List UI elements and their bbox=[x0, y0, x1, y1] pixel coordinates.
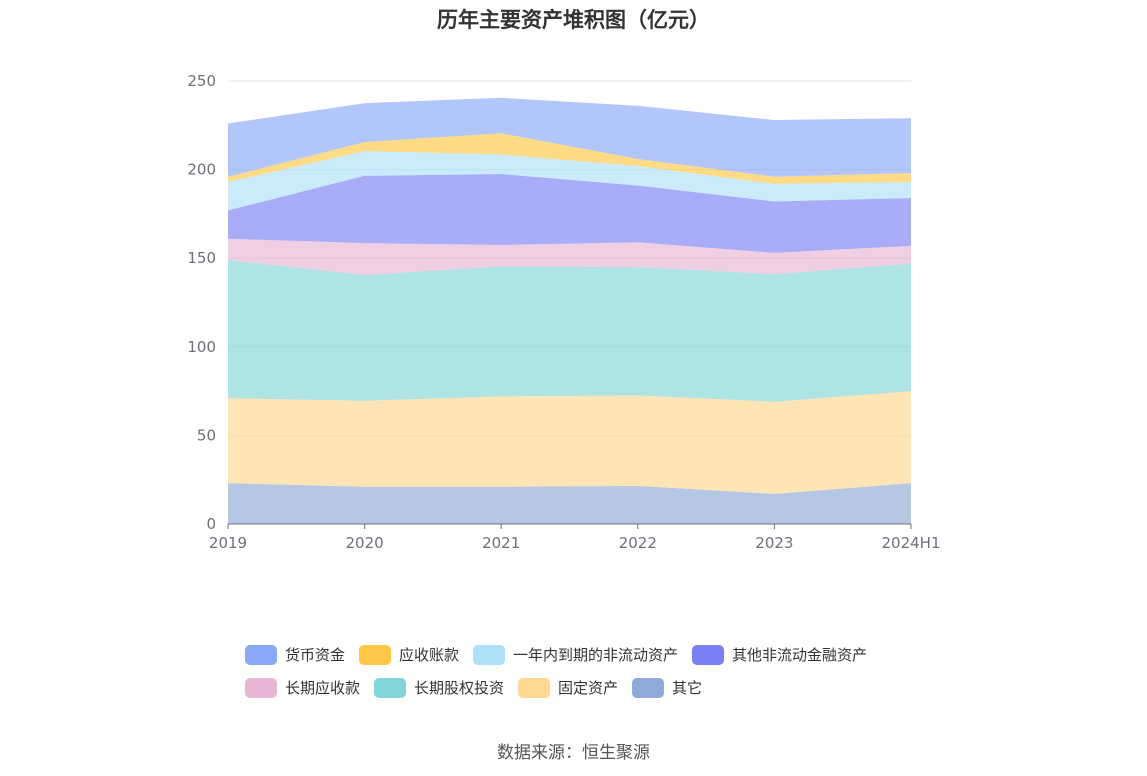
chart-title: 历年主要资产堆积图（亿元） bbox=[437, 8, 710, 32]
x-tick-label: 2021 bbox=[482, 534, 520, 552]
legend-item[interactable]: 货币资金 bbox=[245, 644, 345, 665]
legend-swatch bbox=[632, 677, 665, 698]
area-series bbox=[228, 238, 911, 275]
y-tick-label: 0 bbox=[206, 515, 216, 533]
data-source-note: 数据来源：恒生聚源 bbox=[497, 743, 650, 763]
y-tick-label: 150 bbox=[187, 249, 216, 267]
area-series bbox=[228, 483, 911, 524]
legend-swatch bbox=[692, 644, 725, 665]
legend-swatch bbox=[518, 677, 551, 698]
legend-label: 其它 bbox=[672, 679, 703, 697]
stacked-area-chart: 0 50 100 150 200 250 2019 2020 2021 2022 2023 2024H… bbox=[187, 72, 940, 552]
legend-label: 长期应收款 bbox=[285, 679, 361, 697]
legend-label: 固定资产 bbox=[558, 679, 619, 697]
legend-item[interactable]: 长期股权投资 bbox=[374, 677, 504, 698]
axis-layer: 0 50 100 150 200 250 2019 2020 2021 2022 2023 2024H… bbox=[187, 72, 940, 552]
legend-item[interactable]: 长期应收款 bbox=[245, 677, 360, 698]
legend: 货币资金 应收账款 一年内到期的非流动资产 其他非流动金融资产 长期应收款 长期股权投资… bbox=[245, 638, 945, 704]
legend-item[interactable]: 应收账款 bbox=[359, 644, 459, 665]
y-tick-label: 250 bbox=[187, 72, 216, 90]
legend-label: 长期股权投资 bbox=[414, 679, 505, 697]
x-tick-label: 2022 bbox=[619, 534, 657, 552]
y-tick-label: 100 bbox=[187, 338, 216, 356]
legend-item[interactable]: 一年内到期的非流动资产 bbox=[473, 644, 678, 665]
legend-swatch bbox=[473, 644, 506, 665]
legend-label: 应收账款 bbox=[399, 646, 460, 664]
y-tick-label: 200 bbox=[187, 161, 216, 179]
area-series bbox=[228, 174, 911, 253]
x-tick-label: 2020 bbox=[346, 534, 384, 552]
legend-swatch bbox=[374, 677, 407, 698]
legend-row: 货币资金 应收账款 一年内到期的非流动资产 其他非流动金融资产 bbox=[245, 638, 945, 671]
x-tick-label: 2019 bbox=[209, 534, 247, 552]
legend-item[interactable]: 其他非流动金融资产 bbox=[692, 644, 867, 665]
y-tick-label: 50 bbox=[197, 426, 216, 444]
legend-label: 一年内到期的非流动资产 bbox=[513, 646, 679, 664]
legend-swatch bbox=[245, 644, 277, 665]
legend-item[interactable]: 其它 bbox=[632, 677, 702, 698]
area-series bbox=[228, 151, 911, 211]
legend-swatch bbox=[245, 677, 277, 698]
area-series bbox=[228, 260, 911, 402]
area-series bbox=[228, 391, 911, 494]
legend-label: 货币资金 bbox=[285, 646, 346, 664]
legend-label: 其他非流动金融资产 bbox=[732, 646, 868, 664]
area-layer bbox=[228, 97, 911, 524]
area-series bbox=[228, 133, 911, 184]
legend-row: 长期应收款 长期股权投资 固定资产 其它 bbox=[245, 671, 945, 704]
area-series bbox=[228, 97, 911, 177]
x-tick-label: 2023 bbox=[755, 534, 793, 552]
x-tick-label: 2024H1 bbox=[882, 534, 941, 552]
legend-swatch bbox=[359, 644, 392, 665]
legend-item[interactable]: 固定资产 bbox=[518, 677, 618, 698]
